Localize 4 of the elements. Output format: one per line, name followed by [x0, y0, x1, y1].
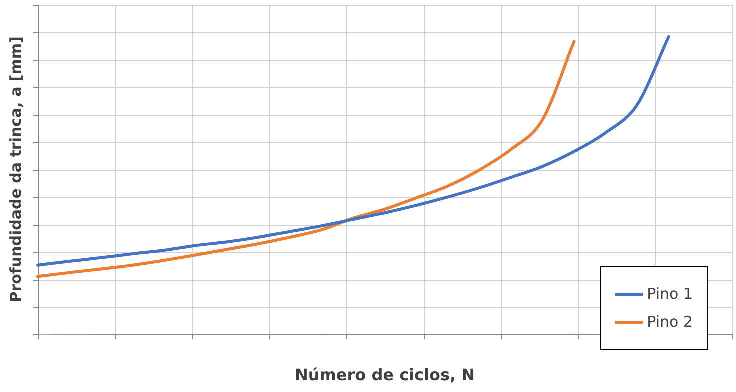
legend-label: Pino 2: [647, 313, 693, 331]
legend-label: Pino 1: [647, 285, 693, 303]
x-axis-title: Número de ciclos, N: [294, 366, 476, 385]
y-axis-title: Profundidade da trinca, a [mm]: [6, 36, 25, 303]
